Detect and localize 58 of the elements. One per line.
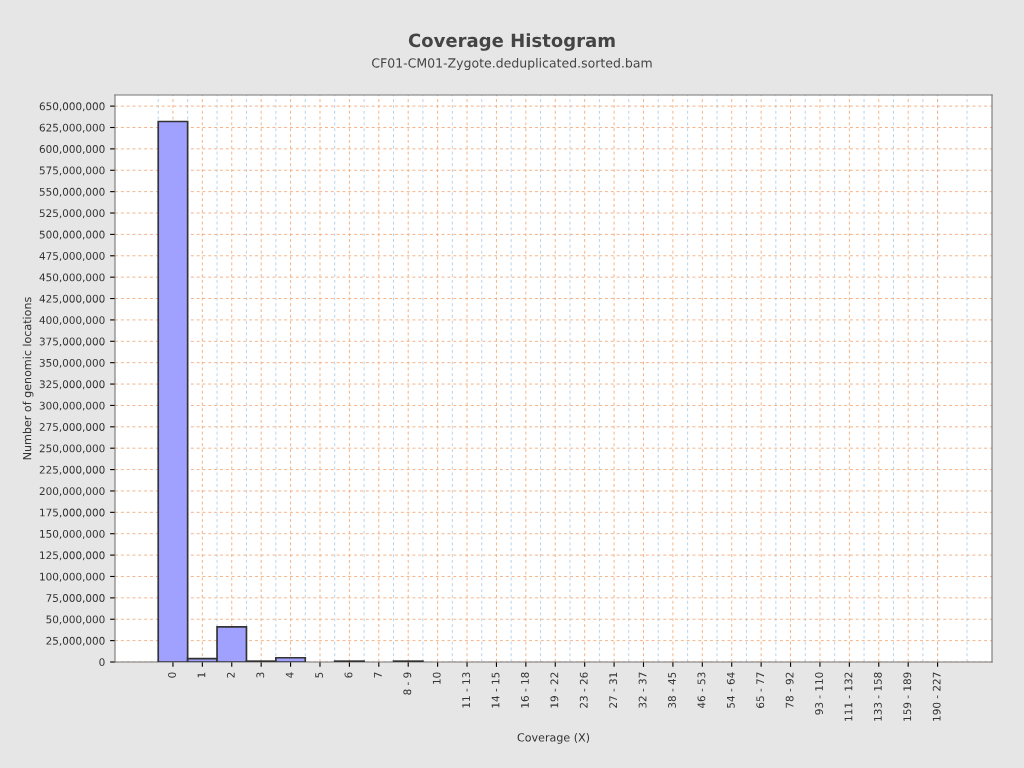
x-tick-label: 38 - 45 (668, 672, 676, 708)
x-tick-label: 8 - 9 (403, 672, 412, 695)
y-tick-label: 625,000,000 (39, 123, 105, 133)
x-axis-title: Coverage (X) (517, 732, 590, 744)
x-tick-label: 0 (168, 672, 176, 678)
x-tick-label: 27 - 31 (609, 672, 618, 708)
y-tick-label: 525,000,000 (39, 209, 105, 219)
y-tick-label: 450,000,000 (39, 273, 105, 283)
chart-subtitle: CF01-CM01-Zygote.deduplicated.sorted.bam (372, 57, 652, 71)
y-tick-label: 350,000,000 (39, 358, 105, 368)
y-tick-label: 275,000,000 (39, 423, 105, 432)
y-tick-label: 575,000,000 (39, 166, 105, 176)
y-tick-label: 150,000,000 (40, 529, 105, 539)
y-tick-label: 0 (99, 658, 105, 667)
x-tick-label: 93 - 110 (815, 672, 823, 715)
y-axis-title: Number of genomic locations (22, 297, 34, 460)
x-tick-label: 14 - 15 (491, 672, 500, 708)
y-tick-label: 125,000,000 (40, 551, 105, 561)
x-tick-label: 6 (344, 672, 353, 678)
x-tick-label: 46 - 53 (697, 672, 706, 709)
y-tick-label: 25,000,000 (46, 636, 105, 646)
y-tick-label: 475,000,000 (39, 252, 105, 261)
x-tick-label: 32 - 37 (638, 672, 647, 708)
x-tick-label: 65 - 77 (756, 672, 765, 708)
y-tick-label: 375,000,000 (39, 337, 105, 347)
y-tick-label: 500,000,000 (39, 230, 105, 240)
x-tick-label: 5 (315, 672, 324, 678)
x-tick-label: 54 - 64 (726, 672, 735, 708)
y-tick-label: 300,000,000 (39, 401, 105, 411)
chart-title: Coverage Histogram (408, 33, 615, 51)
x-tick-label: 16 - 18 (521, 672, 529, 708)
y-tick-label: 175,000,000 (40, 508, 105, 518)
y-tick-label: 425,000,000 (39, 294, 105, 304)
x-tick-label: 19 - 22 (550, 672, 559, 708)
y-tick-label: 600,000,000 (39, 145, 105, 155)
x-tick-label: 190 - 227 (932, 672, 941, 721)
x-tick-label: 2 (226, 672, 235, 678)
y-tick-label: 50,000,000 (46, 615, 105, 625)
x-tick-label: 111 - 132 (844, 672, 853, 721)
y-tick-label: 75,000,000 (46, 594, 105, 604)
x-tick-label: 133 - 158 (873, 672, 882, 721)
y-tick-label: 250,000,000 (39, 444, 105, 454)
x-tick-label: 23 - 26 (579, 672, 588, 708)
x-tick-label: 7 (374, 672, 382, 678)
y-tick-label: 400,000,000 (39, 316, 105, 326)
y-tick-label: 325,000,000 (39, 380, 105, 390)
x-tick-label: 159 - 189 (903, 672, 912, 721)
x-tick-label: 3 (256, 672, 265, 678)
x-tick-label: 1 (197, 672, 206, 678)
y-tick-label: 100,000,000 (40, 572, 105, 582)
y-tick-label: 200,000,000 (39, 487, 105, 497)
y-tick-label: 650,000,000 (39, 102, 105, 112)
y-tick-label: 225,000,000 (39, 465, 105, 475)
x-tick-label: 78 - 92 (785, 672, 794, 708)
x-tick-label: 4 (285, 672, 294, 678)
x-tick-label: 10 (432, 672, 441, 684)
y-tick-label: 550,000,000 (39, 187, 105, 197)
x-tick-label: 11 - 13 (462, 672, 471, 708)
